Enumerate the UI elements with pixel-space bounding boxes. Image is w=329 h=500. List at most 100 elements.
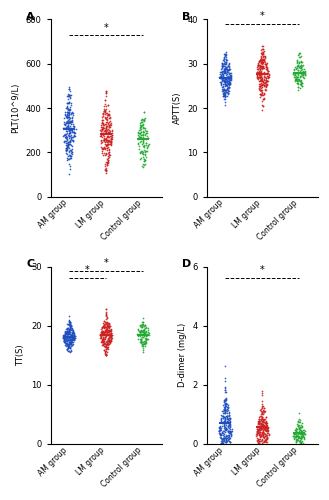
Point [70,328,75,336]
Point [254,70,260,78]
Point [67,328,72,336]
Point [294,425,300,433]
Point [264,81,269,89]
Point [142,338,148,346]
Point [256,427,261,435]
Point [139,137,144,145]
Point [265,424,270,432]
Point [220,62,225,70]
Point [103,158,108,166]
Point [254,428,260,436]
Point [139,131,144,139]
Point [70,340,75,348]
Point [260,106,265,114]
Point [224,395,229,403]
Point [299,82,305,90]
Point [105,348,110,356]
Point [67,339,72,347]
Point [264,419,269,427]
Point [258,56,263,64]
Point [67,85,72,93]
Point [69,340,74,348]
Point [217,423,223,431]
Point [298,72,304,80]
Point [64,332,69,340]
Point [66,341,71,349]
Point [223,422,229,430]
Point [257,428,263,436]
Point [256,70,261,78]
Point [295,76,301,84]
Point [221,85,227,93]
Point [139,125,144,133]
Point [144,331,150,339]
Point [69,152,74,160]
Point [264,80,269,88]
Point [99,118,104,126]
Point [295,66,300,74]
Point [98,328,104,336]
Point [259,98,265,106]
Point [258,63,263,71]
Point [106,108,112,116]
Point [221,414,226,422]
Point [223,94,228,102]
Point [68,146,73,154]
Point [66,156,72,164]
Point [66,320,71,328]
Point [225,89,231,97]
Point [64,324,69,332]
Point [257,90,263,98]
Point [295,416,301,424]
Point [100,126,105,134]
Point [103,349,108,357]
Point [144,330,149,338]
Point [66,324,72,332]
Point [226,84,232,92]
Point [221,432,227,440]
Point [223,80,228,88]
Point [260,400,265,408]
Point [141,118,147,126]
Point [257,70,262,78]
Point [293,432,298,440]
Point [138,327,143,335]
Point [97,132,102,140]
Point [260,58,266,66]
Point [69,328,75,336]
Point [260,50,265,58]
Point [301,430,306,438]
Point [257,417,262,425]
Point [140,342,145,350]
Point [68,137,73,145]
Point [254,425,259,433]
Point [67,106,72,114]
Point [223,396,228,404]
Point [103,136,108,144]
Point [100,123,105,131]
Point [297,434,302,442]
Point [225,62,230,70]
Point [220,89,226,97]
Point [265,67,270,75]
Point [226,84,231,92]
Point [144,332,150,340]
Point [107,111,112,119]
Point [63,329,68,337]
Point [265,433,270,441]
Point [222,420,227,428]
Point [107,151,112,159]
Point [265,434,270,442]
Point [139,128,144,136]
Point [223,438,228,446]
Point [291,69,296,77]
Point [66,348,71,356]
Point [298,70,303,78]
Point [299,430,304,438]
Point [137,328,142,336]
Point [102,149,107,157]
Point [223,362,228,370]
Point [259,60,264,68]
Point [296,430,301,438]
Point [65,113,71,121]
